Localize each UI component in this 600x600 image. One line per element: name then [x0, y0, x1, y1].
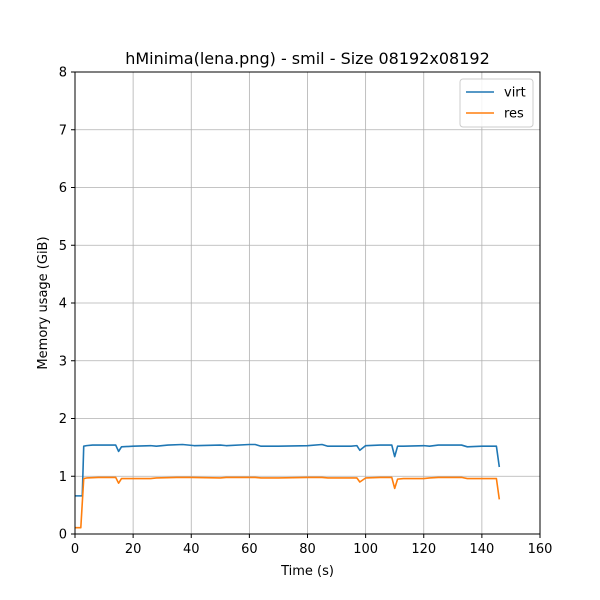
- legend-label-virt: virt: [504, 86, 526, 101]
- y-tick-label: 6: [59, 181, 67, 196]
- x-tick-label: 80: [299, 542, 316, 557]
- series-line-virt: [75, 443, 501, 497]
- data-series: [75, 443, 501, 529]
- y-tick-label: 0: [59, 528, 67, 543]
- x-tick-label: 60: [241, 542, 258, 557]
- legend-box: [459, 78, 534, 128]
- chart-title: hMinima(lena.png) - smil - Size 08192x08…: [125, 49, 490, 68]
- x-tick-label: 0: [71, 542, 79, 557]
- legend: virt res: [459, 78, 534, 128]
- y-tick-label: 8: [59, 66, 67, 81]
- y-tick-label: 2: [59, 412, 67, 427]
- x-tick-label: 140: [469, 542, 494, 557]
- legend-label-res: res: [504, 107, 524, 122]
- axis-ticks: 0 20 40 60 80 100 120 140 160 0 1 2 3 4 5 6 7 8: [59, 66, 553, 558]
- y-tick-label: 5: [59, 239, 67, 254]
- y-tick-label: 7: [59, 123, 67, 138]
- grid-lines: [74, 71, 541, 535]
- y-tick-label: 3: [59, 354, 67, 369]
- x-tick-label: 20: [125, 542, 142, 557]
- x-tick-label: 100: [353, 542, 378, 557]
- y-tick-label: 4: [59, 297, 67, 312]
- y-tick-label: 1: [59, 470, 67, 485]
- x-tick-label: 40: [183, 542, 200, 557]
- x-tick-label: 120: [411, 542, 436, 557]
- x-axis-label: Time (s): [280, 564, 334, 579]
- x-tick-label: 160: [528, 542, 553, 557]
- y-axis-label: Memory usage (GiB): [36, 236, 51, 369]
- series-line-res: [75, 476, 501, 529]
